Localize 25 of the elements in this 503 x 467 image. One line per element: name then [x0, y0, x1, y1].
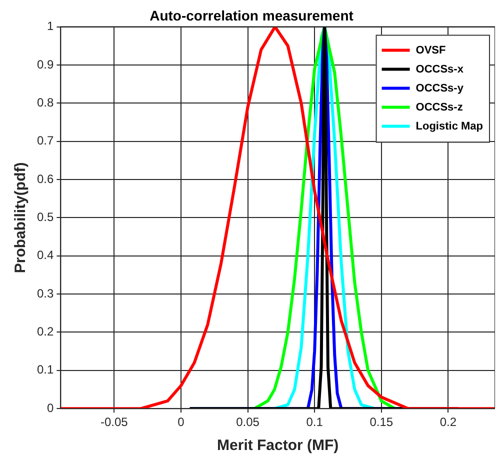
- y-tick-label: 0.7: [36, 134, 54, 148]
- y-tick-label: 0.8: [36, 95, 54, 110]
- y-tick-label: 0.9: [36, 57, 54, 72]
- y-tick-label: 0: [46, 400, 54, 415]
- x-tick-label: 0.05: [236, 415, 260, 430]
- legend-label: OCCSs-y: [416, 82, 464, 94]
- x-tick-label: 0.1: [306, 415, 324, 430]
- chart-title: Auto-correlation measurement: [150, 7, 354, 24]
- y-tick-label: 1: [46, 19, 54, 34]
- y-tick-label: 0.4: [36, 248, 54, 262]
- x-tick-label: 0.2: [440, 415, 457, 430]
- legend-label: OVSF: [416, 44, 446, 56]
- legend-label: OCCSs-x: [416, 63, 464, 76]
- legend-label: Logistic Map: [416, 120, 484, 132]
- y-tick-label: 0.6: [36, 172, 54, 186]
- y-tick-label: 0.5: [36, 210, 54, 224]
- y-tick-label: 0.3: [36, 286, 54, 300]
- x-tick-label: 0.15: [370, 415, 394, 430]
- x-tick-label: 0: [178, 415, 185, 430]
- y-axis-title: Probability(pdf): [12, 162, 30, 274]
- y-tick-label: 0.2: [36, 324, 54, 339]
- y-tick-label: 0.1: [36, 362, 54, 377]
- x-tick-label: -0.05: [100, 415, 128, 430]
- legend-label: OCCSs-z: [416, 101, 464, 114]
- x-axis-title: Merit Factor (MF): [217, 437, 339, 454]
